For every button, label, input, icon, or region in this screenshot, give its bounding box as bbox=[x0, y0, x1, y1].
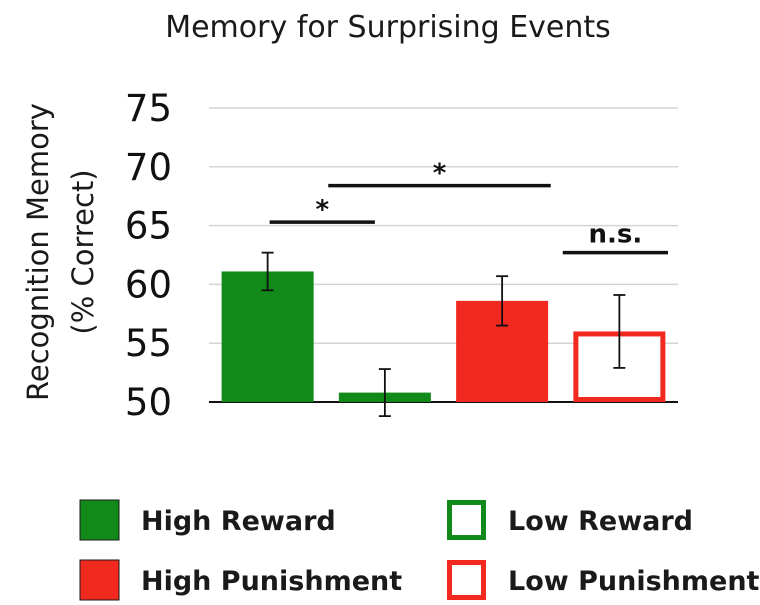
error-bars bbox=[261, 251, 626, 418]
y-axis-label-line2: (% Correct) bbox=[66, 169, 100, 334]
y-tick-label-70: 70 bbox=[125, 146, 172, 189]
legend-swatch-high-reward bbox=[79, 499, 120, 541]
legend-swatch-low-punishment bbox=[447, 560, 486, 600]
significance-annotations: * * n.s. bbox=[269, 159, 668, 255]
y-tick-label-55: 55 bbox=[125, 322, 172, 365]
legend-label-high-punishment: High Punishment bbox=[141, 566, 402, 597]
legend-label-high-reward: High Reward bbox=[141, 506, 336, 537]
y-ticks: 50 55 60 65 70 75 bbox=[125, 87, 172, 424]
y-tick-label-60: 60 bbox=[125, 263, 172, 306]
legend-swatch-high-punishment bbox=[79, 559, 120, 601]
y-tick-label-50: 50 bbox=[125, 381, 172, 424]
y-axis-label: Recognition Memory (% Correct) bbox=[21, 103, 100, 401]
significance-label-1: * bbox=[433, 159, 447, 189]
legend-label-low-reward: Low Reward bbox=[508, 506, 693, 537]
significance-label-2: n.s. bbox=[589, 220, 643, 250]
y-tick-label-75: 75 bbox=[125, 87, 172, 130]
bar-high-reward bbox=[221, 271, 314, 402]
y-axis-label-line1: Recognition Memory bbox=[21, 103, 55, 401]
legend: High Reward Low Reward High Punishment Low … bbox=[79, 499, 760, 601]
y-tick-label-65: 65 bbox=[125, 205, 172, 248]
bars bbox=[221, 271, 666, 403]
chart-title: Memory for Surprising Events bbox=[165, 10, 611, 45]
legend-swatch-low-reward bbox=[447, 500, 486, 540]
legend-label-low-punishment: Low Punishment bbox=[508, 566, 760, 597]
significance-label-0: * bbox=[315, 195, 329, 225]
